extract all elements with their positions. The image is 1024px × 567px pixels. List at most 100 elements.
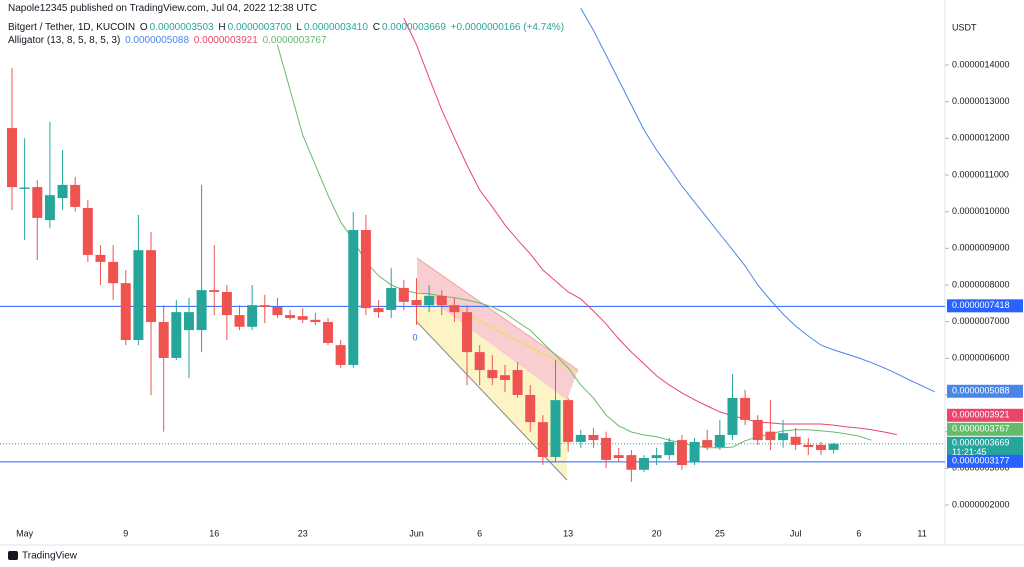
candle-body: [803, 444, 814, 448]
x-tick-label: May: [16, 528, 34, 538]
candle-body: [70, 184, 81, 207]
price-tag: [947, 454, 1023, 468]
y-tick-label: 0.0000009000: [952, 243, 1010, 253]
candle-body: [108, 261, 119, 284]
candle-body: [196, 290, 207, 331]
candle-body: [335, 345, 346, 365]
candle-body: [740, 397, 751, 420]
price-tag: [947, 384, 1023, 398]
candle-body: [752, 419, 763, 441]
candle-body: [815, 444, 826, 450]
ohlc-legend: Bitgert / Tether, 1D, KUCOIN O 0.00000035…: [8, 22, 566, 34]
ohlc-key: O: [139, 22, 148, 33]
ohlc-key: C: [372, 22, 380, 33]
candle-body: [689, 441, 700, 463]
indicator-value: 0.0000003921: [193, 35, 258, 46]
x-tick-label: 16: [209, 528, 219, 538]
price-tag-label: 0.0000007418: [952, 300, 1010, 310]
y-tick-label: 0.0000002000: [952, 499, 1010, 509]
candle-body: [146, 250, 157, 323]
candle-body: [386, 287, 397, 310]
candle-body: [373, 308, 384, 313]
x-tick-label: Jul: [790, 528, 802, 538]
candle-body: [44, 195, 55, 221]
candle-body: [575, 434, 586, 442]
ohlc-key: L: [296, 22, 302, 33]
candle-body: [664, 441, 675, 456]
indicator-legend: Alligator (13, 8, 5, 8, 5, 3) 0.00000050…: [8, 35, 329, 47]
price-tag: [947, 299, 1023, 313]
candle-body: [323, 322, 333, 343]
candle-body: [563, 400, 574, 442]
candle-body: [272, 306, 283, 316]
x-tick-label: 6: [856, 528, 861, 538]
candle-body: [537, 422, 548, 457]
price-tag: [947, 436, 1023, 459]
candle-body: [259, 305, 270, 307]
candle-body: [247, 305, 258, 327]
candle-body: [209, 290, 220, 292]
y-tick-label: 0.0000014000: [952, 59, 1010, 69]
publish-note: Napole12345 published on TradingView.com…: [8, 3, 317, 14]
x-tick-label: 20: [652, 528, 662, 538]
candle-body: [234, 315, 245, 327]
ohlc-value: 0.0000003700: [227, 22, 292, 33]
candle-body: [588, 434, 599, 441]
indicator-line: [580, 7, 935, 393]
x-tick-label: 23: [298, 528, 308, 538]
price-tag: [947, 408, 1023, 422]
candle-body: [32, 187, 43, 218]
candle-body: [7, 128, 17, 188]
brand-text: TradingView: [22, 551, 78, 562]
x-tick-label: 9: [123, 528, 128, 538]
plot-area: [0, 7, 945, 482]
ohlc-key: H: [218, 22, 226, 33]
x-tick-label: 13: [563, 528, 573, 538]
candle-body: [765, 431, 776, 441]
candle-body: [727, 397, 738, 435]
candle-body: [171, 312, 182, 358]
indicator-value: 0.0000003767: [262, 35, 327, 46]
candle-body: [95, 254, 106, 262]
candle-body: [714, 434, 725, 448]
ohlc-value: 0.0000003669: [381, 22, 446, 33]
candle-body: [310, 319, 321, 323]
candle-body: [57, 184, 68, 199]
candle-body: [601, 437, 612, 460]
candle-body: [512, 370, 523, 395]
candle-body: [462, 312, 473, 353]
y-tick-label: 0.0000010000: [952, 206, 1010, 216]
ohlc-value: 0.0000003410: [303, 22, 368, 33]
change: +0.0000000166 (+4.74%): [450, 22, 565, 33]
x-tick-label: Jun: [409, 528, 424, 538]
y-tick-label: 0.0000013000: [952, 96, 1010, 106]
candle-body: [828, 443, 839, 450]
candle-body: [424, 295, 435, 306]
candle-body: [285, 315, 296, 318]
price-tag-label: 0.0000003767: [952, 424, 1010, 434]
price-tag-label: 11:21:45: [952, 447, 986, 457]
candle-body: [183, 312, 194, 331]
candle-body: [360, 229, 371, 309]
candle-body: [499, 375, 510, 380]
ohlc-value: 0.0000003503: [149, 22, 214, 33]
indicator-value: 0.0000005088: [125, 35, 190, 46]
x-tick-label: 11: [917, 528, 926, 538]
candle-body: [487, 370, 498, 379]
candle-body: [398, 287, 409, 302]
candle-body: [348, 229, 359, 365]
candle-body: [19, 187, 30, 189]
x-tick-label: 25: [715, 528, 725, 538]
candle-body: [790, 436, 801, 445]
candle-body: [297, 316, 308, 320]
y-tick-label: 0.0000007000: [952, 316, 1010, 326]
price-tag-label: 0.0000003177: [952, 456, 1010, 466]
candle-body: [626, 455, 637, 470]
candle-body: [449, 305, 460, 313]
symbol: Bitgert / Tether, 1D, KUCOIN: [8, 22, 136, 33]
indicator-name: Alligator (13, 8, 5, 8, 5, 3): [8, 35, 121, 46]
candle-body: [436, 295, 447, 306]
candle-body: [82, 208, 93, 255]
